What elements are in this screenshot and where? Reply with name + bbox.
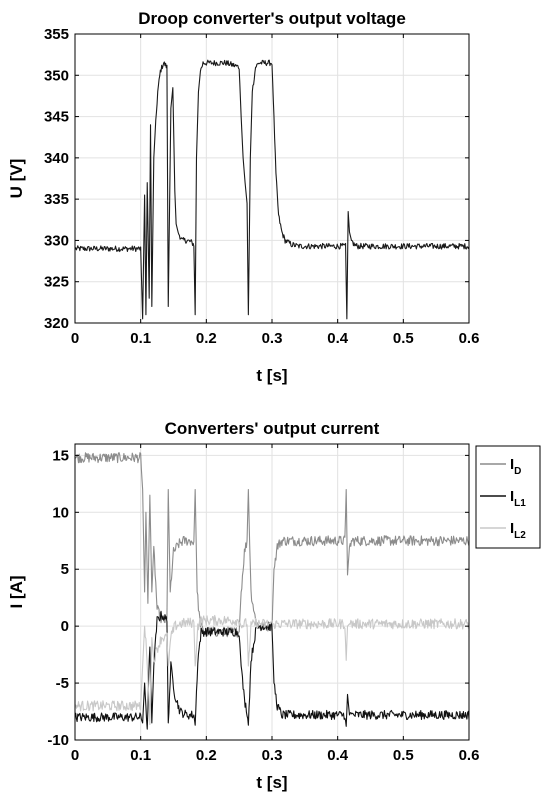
- current-chart: 0 0.1 0.2 0.3 0.4 0.5 0.6 -10 -5 0 5 10 15 Converter…: [7, 419, 541, 792]
- current-chart-title: Converters' output current: [165, 419, 380, 438]
- voltage-tick-group: 0 0.1 0.2 0.3 0.4 0.5 0.6 320 325 330 335 340 345 350…: [44, 26, 479, 347]
- voltage-x-tick-label: 0.1: [130, 330, 151, 347]
- voltage-chart-title: Droop converter's output voltage: [138, 9, 406, 28]
- voltage-x-tick-label: 0.2: [196, 330, 217, 347]
- current-y-tick-label: 0: [61, 618, 69, 635]
- voltage-x-axis-label: t [s]: [256, 366, 287, 385]
- current-y-tick-label: 5: [61, 561, 69, 578]
- voltage-y-tick-label: 335: [44, 191, 69, 208]
- voltage-x-tick-label: 0.5: [393, 330, 414, 347]
- voltage-x-tick-label: 0.3: [262, 330, 283, 347]
- voltage-x-tick-label: 0.6: [459, 330, 480, 347]
- current-tick-group: 0 0.1 0.2 0.3 0.4 0.5 0.6 -10 -5 0 5 10 15: [47, 444, 479, 764]
- legend-box: [475, 445, 541, 549]
- current-x-tick-label: 0.2: [196, 747, 217, 764]
- legend-label-l1: IL1: [510, 488, 526, 509]
- current-y-axis-label: I [A]: [7, 575, 26, 608]
- voltage-y-tick-label: 330: [44, 232, 69, 249]
- current-x-tick-label: 0: [71, 747, 79, 764]
- current-legend: ID IL1 IL2: [475, 445, 541, 549]
- current-series-l1: [75, 610, 469, 730]
- voltage-series-group: [75, 59, 469, 320]
- voltage-x-tick-label: 0: [71, 330, 79, 347]
- current-y-tick-label: -5: [56, 675, 69, 692]
- voltage-x-tick-label: 0.4: [327, 330, 349, 347]
- voltage-y-tick-label: 345: [44, 109, 69, 126]
- current-x-axis-label: t [s]: [256, 773, 287, 792]
- current-series-group: [75, 452, 469, 730]
- legend-label-l2: IL2: [510, 520, 526, 541]
- current-y-tick-label: 10: [52, 504, 69, 521]
- voltage-y-tick-label: 340: [44, 150, 69, 167]
- legend-label-d: ID: [510, 456, 521, 477]
- voltage-y-tick-label: 320: [44, 315, 69, 332]
- current-x-tick-label: 0.6: [459, 747, 480, 764]
- current-x-tick-label: 0.5: [393, 747, 414, 764]
- voltage-chart: 0 0.1 0.2 0.3 0.4 0.5 0.6 320 325 330 335 340 345 350…: [7, 9, 479, 385]
- current-y-tick-label: 15: [52, 447, 69, 464]
- voltage-y-tick-label: 350: [44, 67, 69, 84]
- voltage-series-line: [75, 59, 469, 320]
- current-x-tick-label: 0.4: [327, 747, 349, 764]
- voltage-y-tick-label: 355: [44, 26, 69, 43]
- current-x-tick-label: 0.3: [262, 747, 283, 764]
- current-x-tick-label: 0.1: [130, 747, 151, 764]
- voltage-y-axis-label: U [V]: [7, 159, 26, 199]
- current-y-tick-label: -10: [47, 732, 69, 749]
- current-series-l2: [75, 614, 469, 726]
- voltage-y-tick-label: 325: [44, 274, 69, 291]
